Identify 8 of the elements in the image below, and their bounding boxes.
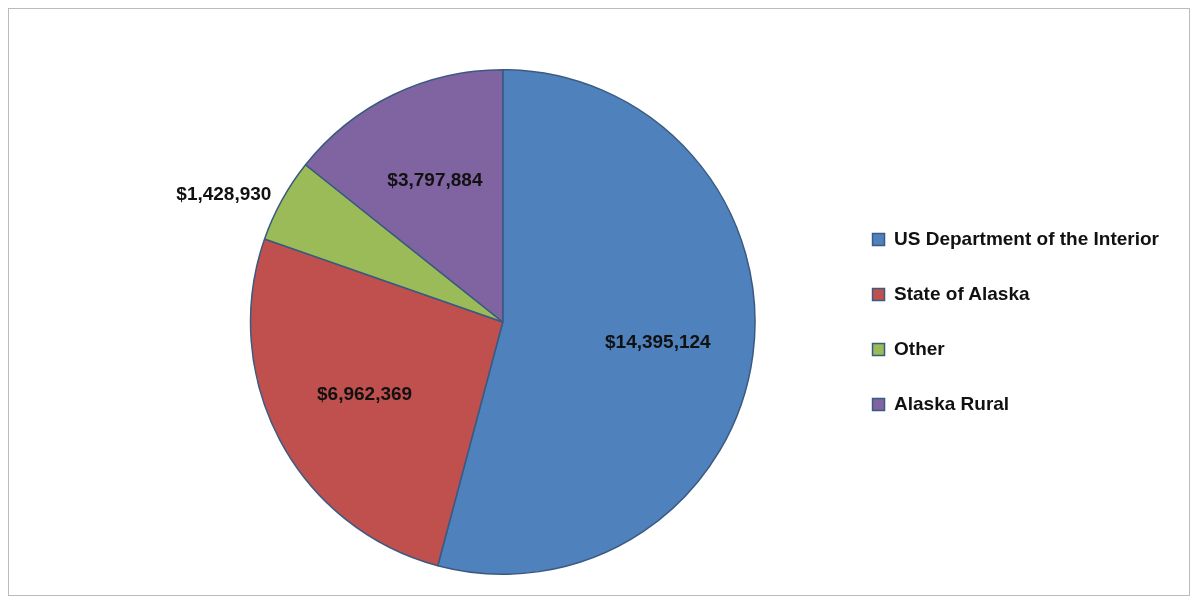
data-label: $3,797,884	[387, 169, 483, 191]
legend-label: State of Alaska	[894, 282, 1030, 304]
data-label: $6,962,369	[317, 383, 413, 405]
data-label: $1,428,930	[176, 182, 272, 204]
legend-label: Alaska Rural	[894, 392, 1010, 414]
data-label: $14,395,124	[605, 330, 712, 352]
legend-label: US Department of the Interior	[894, 227, 1160, 249]
legend-label: Other	[894, 337, 946, 359]
